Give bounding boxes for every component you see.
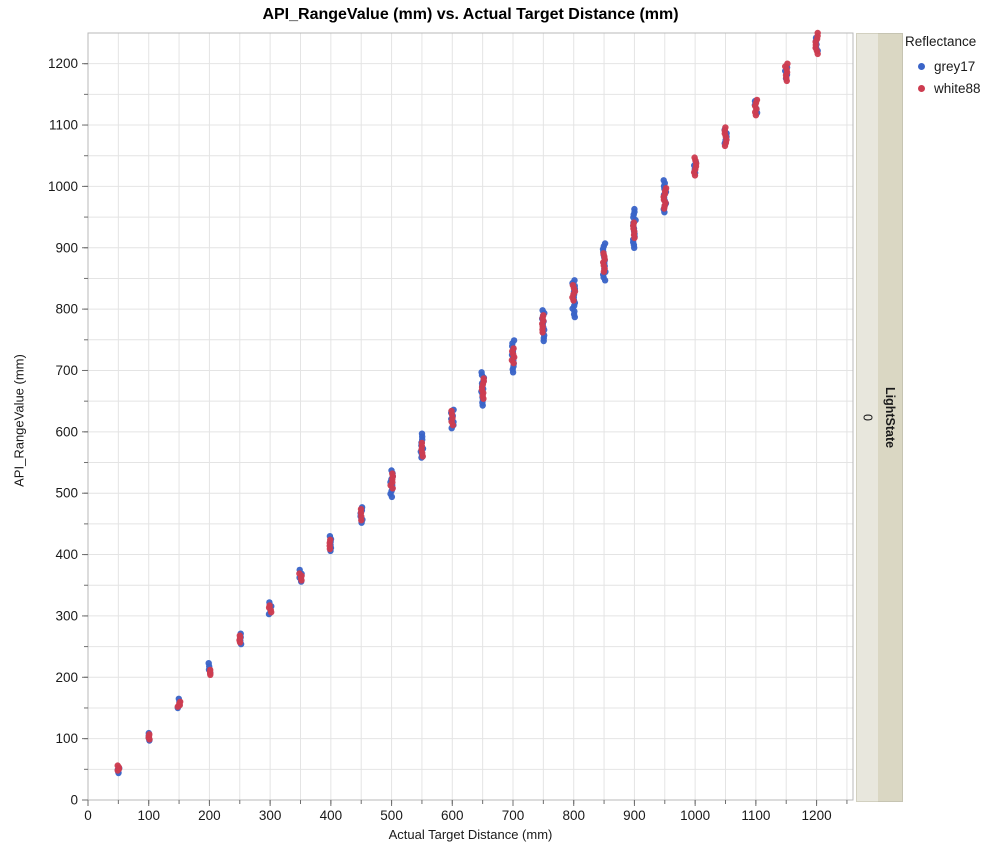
data-point-grey17[interactable] xyxy=(205,660,212,667)
data-point-white88[interactable] xyxy=(630,219,638,226)
data-point-white88[interactable] xyxy=(540,312,547,319)
data-point-white88[interactable] xyxy=(207,666,214,674)
x-tick-label: 400 xyxy=(320,808,343,823)
data-point-white88[interactable] xyxy=(389,470,396,477)
x-tick-label: 800 xyxy=(562,808,585,823)
data-point-grey17[interactable] xyxy=(510,337,518,344)
y-tick-label: 600 xyxy=(55,424,78,439)
data-point-grey17[interactable] xyxy=(601,240,609,247)
y-tick-label: 1000 xyxy=(48,179,78,194)
data-point-white88[interactable] xyxy=(357,506,365,513)
legend-title: Reflectance xyxy=(905,34,977,49)
x-tick-label: 300 xyxy=(259,808,282,823)
data-point-grey17[interactable] xyxy=(631,205,638,213)
data-point-white88[interactable] xyxy=(177,698,184,705)
x-tick-label: 1100 xyxy=(741,808,770,823)
data-point-white88[interactable] xyxy=(510,345,517,352)
x-tick-label: 500 xyxy=(380,808,403,823)
y-tick-label: 500 xyxy=(55,486,78,501)
x-tick-label: 200 xyxy=(198,808,221,823)
data-point-white88[interactable] xyxy=(146,731,153,738)
x-tick-label: 0 xyxy=(84,808,92,823)
legend: Reflectance grey17 white88 xyxy=(905,34,1000,99)
x-tick-label: 1000 xyxy=(680,808,710,823)
plot-border xyxy=(87,32,854,801)
data-point-white88[interactable] xyxy=(722,124,729,131)
y-tick-label: 0 xyxy=(70,793,78,808)
y-tick-label: 700 xyxy=(55,363,78,378)
data-point-grey17[interactable] xyxy=(539,307,546,314)
x-tick-label: 100 xyxy=(137,808,160,823)
chart-title: API_RangeValue (mm) vs. Actual Target Di… xyxy=(262,6,679,23)
data-point-white88[interactable] xyxy=(480,375,487,382)
data-point-white88[interactable] xyxy=(814,29,821,37)
data-point-grey17[interactable] xyxy=(418,430,426,437)
data-point-grey17[interactable] xyxy=(478,369,485,376)
data-point-white88[interactable] xyxy=(569,282,577,289)
y-tick-label: 400 xyxy=(55,547,78,562)
y-tick-label: 200 xyxy=(55,670,78,685)
x-tick-label: 700 xyxy=(502,808,525,823)
data-point-white88[interactable] xyxy=(266,602,273,609)
lightstate-label: LightState xyxy=(883,386,897,449)
lightstate-value: 0 xyxy=(860,414,875,421)
lightstate-label-strip: LightState xyxy=(878,33,903,802)
legend-label-grey17: grey17 xyxy=(934,58,976,74)
data-point-white88[interactable] xyxy=(327,536,334,543)
y-tick-label: 300 xyxy=(55,608,78,623)
data-point-white88[interactable] xyxy=(784,60,791,67)
data-point-white88[interactable] xyxy=(448,407,455,415)
data-point-white88[interactable] xyxy=(753,96,761,104)
data-point-white88[interactable] xyxy=(114,762,121,769)
y-axis-title: API_RangeValue (mm) xyxy=(11,354,27,487)
white88-swatch-icon xyxy=(918,84,925,92)
data-point-grey17[interactable] xyxy=(660,177,667,184)
data-point-white88[interactable] xyxy=(662,185,670,192)
x-axis-title: Actual Target Distance (mm) xyxy=(388,827,553,842)
data-point-white88[interactable] xyxy=(296,570,303,577)
y-tick-label: 1200 xyxy=(48,56,78,71)
data-point-white88[interactable] xyxy=(600,250,607,257)
data-point-white88[interactable] xyxy=(418,439,426,447)
x-tick-label: 1200 xyxy=(802,808,832,823)
data-point-grey17[interactable] xyxy=(571,277,578,284)
legend-label-white88: white88 xyxy=(934,80,981,96)
data-point-white88[interactable] xyxy=(236,632,243,639)
legend-item-white88[interactable]: white88 xyxy=(905,77,1000,99)
y-tick-label: 1100 xyxy=(49,118,78,133)
x-tick-label: 600 xyxy=(441,808,464,823)
lightstate-value-strip: 0 xyxy=(856,33,879,802)
y-tick-label: 100 xyxy=(55,731,78,746)
y-tick-label: 900 xyxy=(55,240,78,255)
y-tick-label: 800 xyxy=(55,302,78,317)
x-tick-label: 900 xyxy=(623,808,646,823)
grey17-swatch-icon xyxy=(918,62,925,70)
data-point-white88[interactable] xyxy=(691,154,698,161)
legend-item-grey17[interactable]: grey17 xyxy=(905,55,1000,77)
